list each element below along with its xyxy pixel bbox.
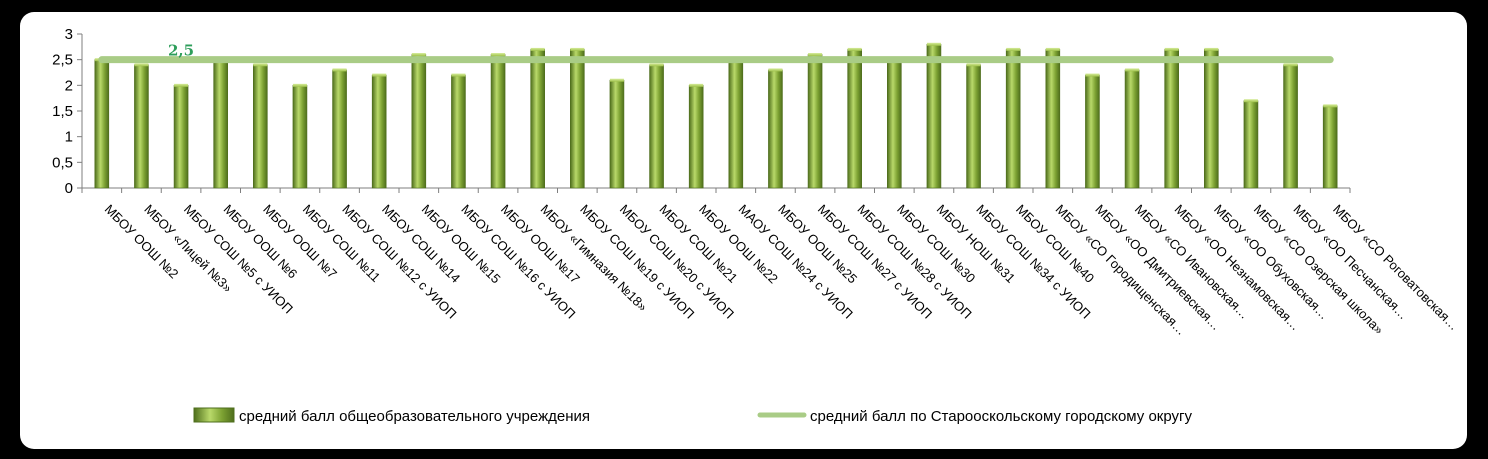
bar-cap [292, 83, 307, 87]
bar [807, 54, 823, 189]
bar [332, 69, 347, 189]
bar [1045, 49, 1061, 189]
y-tick-label: 0 [65, 180, 73, 197]
bar-cap [570, 47, 585, 51]
y-tick-label: 3 [65, 26, 73, 43]
bar-cap [1164, 47, 1179, 51]
reference-line-label: 2,5 [168, 42, 194, 60]
bar [253, 64, 268, 189]
bar [1164, 49, 1179, 189]
bar [649, 64, 664, 189]
bar-cap [530, 47, 545, 51]
bar [887, 59, 902, 189]
bar-cap [768, 68, 783, 72]
y-tick-label: 1,5 [52, 103, 73, 120]
bar-cap [1283, 63, 1298, 67]
bars-layer [94, 42, 1338, 189]
bar-cap [372, 73, 387, 77]
category-label: МБОУ ООШ №2 [102, 202, 182, 282]
bar [768, 69, 783, 189]
bar [530, 49, 545, 189]
bar [173, 85, 189, 189]
bar-cap [1243, 99, 1258, 103]
y-tick-label: 1 [65, 129, 73, 146]
bar [451, 74, 466, 189]
bar [847, 49, 862, 189]
bar-cap [253, 63, 268, 67]
bar-cap [491, 53, 506, 57]
reference-layer: 2,5 [98, 42, 1334, 64]
bar [411, 54, 427, 189]
legend-bar-label: средний балл общеобразовательного учрежд… [239, 408, 590, 425]
y-tick-label: 2 [65, 77, 73, 94]
bar [1005, 49, 1021, 189]
y-tick-label: 0,5 [52, 154, 73, 171]
bar-cap [966, 63, 981, 67]
bar [371, 74, 387, 189]
bar-cap [174, 83, 189, 87]
bar-cap [609, 78, 624, 82]
bar [688, 85, 704, 189]
bar [1085, 74, 1100, 189]
bar-cap [134, 63, 149, 67]
bar [134, 64, 149, 189]
legend-bar-swatch [193, 407, 235, 423]
bar-cap [649, 63, 664, 67]
bar-cap [451, 73, 466, 77]
bar [1243, 100, 1259, 189]
bar-cap [1006, 47, 1021, 51]
bar-cap [1085, 73, 1100, 77]
bar-cap [332, 68, 347, 72]
chart-frame: 0 0,5 1 1,5 2 2,5 3 2,5 МБОУ ООШ №2 МБОУ «Лицей… [20, 12, 1467, 449]
bar [609, 79, 625, 189]
legend: средний балл общеобразовательного учрежд… [193, 407, 1193, 425]
bar [728, 59, 744, 189]
bar [292, 85, 308, 189]
bar [1283, 64, 1298, 189]
bar-cap [411, 53, 426, 57]
bar [926, 43, 942, 189]
bar [570, 49, 585, 189]
bar-cap [1045, 47, 1060, 51]
bar [1322, 105, 1338, 189]
bar [966, 64, 981, 189]
bar-cap [1204, 47, 1219, 51]
bar-cap [926, 42, 941, 46]
legend-line-label: средний балл по Старооскольскому городск… [810, 408, 1193, 425]
bar [490, 54, 506, 189]
bar [94, 59, 110, 189]
bar-cap [1323, 104, 1338, 108]
bar-cap [1125, 68, 1140, 72]
bar-cap [847, 47, 862, 51]
bar-cap [808, 53, 823, 57]
bar [213, 59, 228, 189]
bar [1124, 69, 1140, 189]
bar [1204, 49, 1219, 189]
y-tick-label: 2,5 [52, 52, 73, 69]
bar-cap [689, 83, 704, 87]
